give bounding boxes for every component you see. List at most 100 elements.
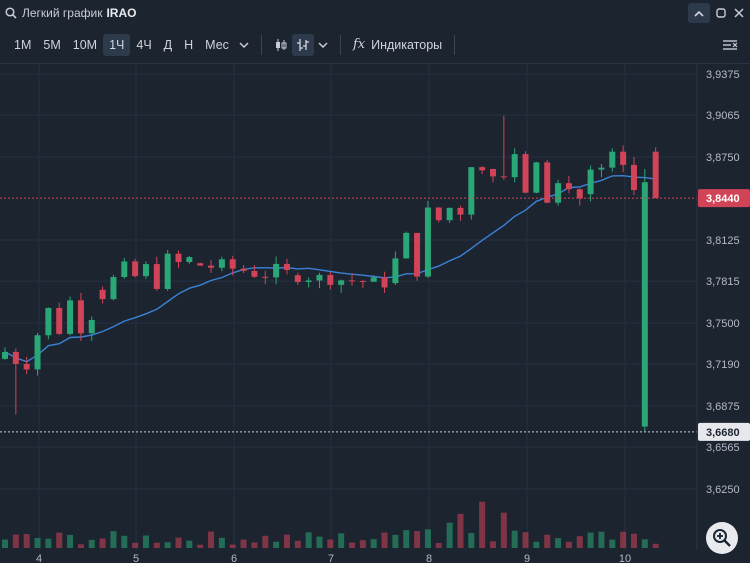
timeframe-week[interactable]: Н (184, 37, 194, 52)
volume-bar (251, 542, 258, 548)
candle-body (67, 300, 74, 334)
indicators-button[interactable]: fx Индикаторы (349, 37, 446, 52)
y-tick-label: 3,8750 (706, 152, 740, 164)
timeframe-dropdown-chevron-icon[interactable] (235, 34, 253, 56)
candle-body (565, 183, 572, 190)
volume-bar (424, 529, 431, 548)
candle-body (77, 300, 84, 334)
candles-icon[interactable] (270, 34, 292, 56)
candle-body (457, 207, 464, 215)
search-icon[interactable] (2, 0, 20, 26)
candle-body (479, 167, 486, 171)
low-price-badge (698, 422, 750, 441)
y-tick-label: 3,9065 (706, 110, 740, 122)
restore-window-icon[interactable] (714, 3, 728, 23)
volume-bar (88, 539, 95, 548)
candle-body (555, 183, 562, 203)
ticker-symbol[interactable]: IRAO (106, 6, 137, 20)
volume-bar (620, 531, 627, 548)
bars-icon[interactable] (291, 33, 314, 56)
candle-body (142, 264, 149, 277)
volume-bar (468, 533, 475, 548)
volume-bar (132, 542, 139, 548)
timeframe-5m[interactable]: 5M (43, 37, 61, 52)
y-tick-label: 3,6565 (706, 442, 740, 454)
volume-bar (262, 535, 269, 548)
y-tick-label: 3,9375 (706, 69, 740, 81)
timeframe-month[interactable]: Мес (205, 37, 229, 52)
chart-type-dropdown-chevron-icon[interactable] (314, 34, 332, 56)
y-axis: 3,9375 3,9065 3,8750 3,8125 3,7815 3,7500 3,71… (696, 64, 740, 550)
zoom-icon[interactable] (706, 522, 738, 554)
candle-body (240, 268, 247, 271)
volume-bar (490, 541, 496, 548)
candle-body (34, 335, 41, 370)
timeframe-day[interactable]: Д (163, 37, 173, 52)
timeframe-1m[interactable]: 1M (14, 37, 32, 52)
y-tick-label: 3,7190 (706, 359, 740, 371)
x-tick-label: 7 (328, 553, 334, 563)
volume-bar (121, 535, 128, 548)
fx-icon: fx (352, 37, 366, 52)
volume-bars (2, 501, 659, 548)
candle-body (99, 289, 106, 300)
volume-bar (142, 535, 149, 548)
volume-bar (218, 537, 225, 548)
candle-body (45, 307, 52, 336)
price-lines: 3,8440 3,6680 (0, 189, 750, 441)
candle-body (511, 154, 518, 178)
volume-bar (641, 539, 648, 548)
volume-bar (316, 536, 323, 548)
volume-bar (67, 534, 74, 548)
candle-body (229, 259, 236, 269)
timeframe-1h[interactable]: 1Ч (103, 33, 131, 56)
candle-body (620, 151, 627, 165)
candle-body (652, 151, 659, 199)
volume-bar (598, 531, 605, 548)
volume-bar (533, 541, 540, 548)
chart-settings-icon[interactable] (720, 34, 740, 56)
y-tick-label: 3,7815 (706, 276, 740, 288)
candle-body (598, 167, 605, 170)
volume-bar (609, 539, 616, 548)
volume-bar (110, 531, 117, 548)
candle-body (23, 363, 30, 370)
candle-body (294, 275, 301, 282)
current-price-label: 3,8440 (706, 193, 740, 205)
x-tick-label: 6 (231, 553, 237, 563)
volume-bar (56, 532, 63, 548)
candle-body (414, 232, 421, 277)
volume-bar (500, 512, 507, 548)
volume-bar (208, 531, 215, 548)
volume-bar (565, 541, 572, 548)
timeframe-10m[interactable]: 10M (72, 37, 98, 52)
candle-body (576, 189, 583, 199)
volume-bar (576, 536, 583, 548)
candle-body (370, 277, 377, 282)
candle-body (338, 280, 345, 285)
volume-bar (164, 542, 171, 548)
volume-bar (175, 537, 182, 548)
candle-body (424, 207, 431, 277)
top-bar: Легкий график IRAO (0, 0, 750, 26)
candle-body (641, 182, 648, 427)
x-tick-label: 9 (524, 553, 530, 563)
volume-bar (359, 540, 366, 548)
candle-body (392, 258, 399, 284)
volume-bar (294, 540, 301, 548)
candle-body (349, 280, 356, 282)
volume-bar (2, 539, 8, 548)
volume-bar (186, 540, 193, 548)
volume-bar (381, 532, 388, 548)
volume-bar (370, 539, 377, 548)
volume-bar (229, 544, 236, 548)
volume-bar (403, 530, 410, 548)
close-icon[interactable] (732, 3, 746, 23)
chevron-up-icon[interactable] (688, 3, 710, 23)
y-tick-label: 3,6250 (706, 484, 740, 496)
timeframe-4h[interactable]: 4Ч (136, 37, 152, 52)
plot-area (0, 64, 697, 550)
candle-body (316, 274, 323, 281)
low-price-label: 3,6680 (706, 427, 740, 439)
